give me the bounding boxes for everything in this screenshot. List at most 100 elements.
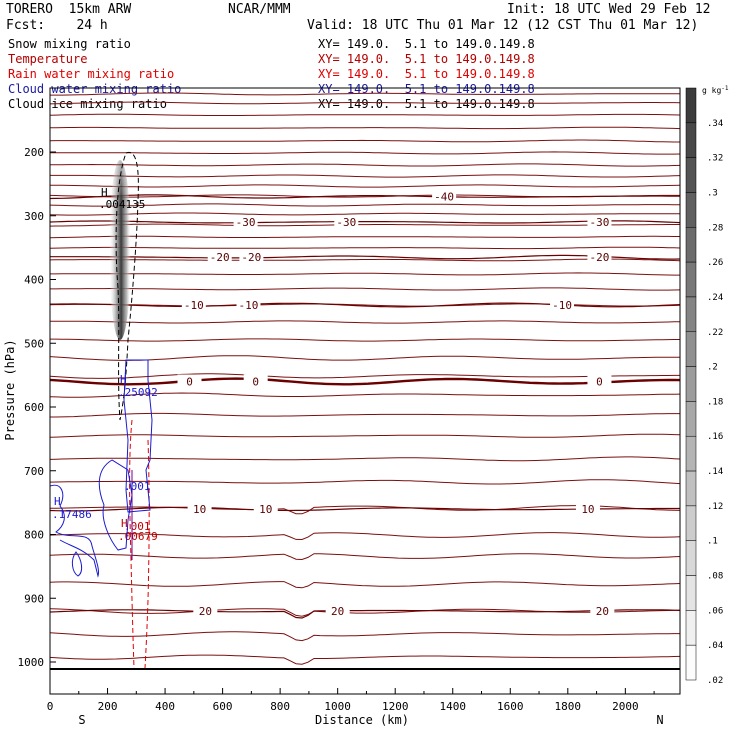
isotherm-label: 10	[259, 503, 272, 516]
isotherm-line	[50, 433, 680, 438]
colorbar-unit: g kg-1	[702, 85, 729, 95]
isotherm-label: -20	[590, 251, 610, 264]
field-name-temperature: Temperature	[8, 52, 88, 66]
isotherm-label-bg	[590, 604, 615, 617]
center-title: NCAR/MMM	[228, 2, 291, 17]
isotherm-line	[50, 212, 680, 216]
x-tick-label: 1000	[324, 700, 351, 713]
isotherm-label-bg	[187, 502, 212, 515]
isotherm-line	[50, 184, 680, 188]
isotherm-label: -30	[336, 216, 356, 229]
field-name-snow: Snow mixing ratio	[8, 37, 131, 51]
colorbar-segment	[685, 122, 697, 158]
cloud-water-contour	[71, 551, 83, 577]
isotherm-line	[50, 246, 680, 250]
isotherm-line	[50, 456, 680, 462]
isotherm-label-bg	[587, 374, 612, 388]
colorbar-segment	[685, 644, 697, 681]
x-tick-label: 1800	[555, 700, 582, 713]
isotherm-major-line	[50, 506, 680, 512]
isotherm-line	[50, 631, 680, 642]
snow-shading	[109, 160, 132, 340]
colorbar-segment	[685, 366, 697, 402]
cloud-water-contour	[123, 359, 153, 513]
cloud-water-contour	[50, 484, 99, 578]
isotherm-line	[50, 101, 680, 105]
rain-contour-label: .001	[124, 520, 151, 533]
colorbar: .34 .32 .3 .28 .26 .24 .22 .2 .18 .16 .14 .12 .1 .08.…	[685, 87, 723, 686]
x-tick-label: 1200	[382, 700, 409, 713]
isotherm-label: 0	[252, 376, 259, 389]
isotherm-label-bg	[587, 215, 612, 229]
isotherm-label-bg	[325, 604, 350, 617]
colorbar-tick-label: .1	[707, 537, 718, 547]
isotherm-label-bg	[233, 215, 258, 229]
colorbar-tick-label: .04	[707, 641, 723, 651]
cloud-water-low-value: .17486	[52, 508, 92, 521]
colorbar-tick-label: .14	[707, 467, 723, 477]
isotherm-major-line	[50, 220, 680, 224]
colorbar-tick-label: .22	[707, 328, 723, 338]
field-name-rain: Rain water mixing ratio	[8, 67, 175, 81]
colorbar-segment	[685, 505, 697, 541]
isotherm-label: -10	[184, 299, 204, 312]
rain-contour	[129, 419, 135, 669]
isotherm-label-bg	[236, 298, 261, 311]
isotherm-label: -40	[434, 191, 454, 204]
isotherm-label: -20	[241, 251, 261, 264]
y-tick-label: 900	[24, 592, 44, 605]
colorbar-tick-label: .18	[707, 397, 723, 407]
init-time: Init: 18 UTC Wed 29 Feb 12	[507, 2, 711, 17]
isotherm-line	[50, 163, 680, 167]
rain-max-value: .00679	[118, 530, 158, 543]
isotherm-major-line	[50, 302, 680, 308]
x-tick-label: 200	[98, 700, 118, 713]
isotherm-line	[50, 392, 680, 398]
y-tick-label: 700	[24, 465, 44, 478]
colorbar-tick-label: .32	[707, 154, 723, 164]
colorbar-tick-label: .28	[707, 223, 723, 233]
isotherm-label-bg	[243, 374, 268, 388]
colorbar-segment	[685, 192, 697, 228]
colorbar-segment	[685, 470, 697, 507]
isotherm-major-line	[50, 377, 680, 386]
colorbar-segment	[685, 401, 697, 437]
field-name-cloud-water: Cloud water mixing ratio	[8, 82, 182, 96]
isotherm-line	[50, 151, 680, 155]
colorbar-segment	[685, 435, 697, 472]
isotherm-label-bg	[432, 189, 457, 203]
isotherm-label: 0	[186, 376, 193, 389]
colorbar-segment	[685, 157, 697, 193]
isotherm-label: 10	[193, 503, 206, 516]
cloud-water-contour-label: .001	[124, 480, 151, 493]
isotherm-label: -10	[239, 299, 259, 312]
y-tick-label: 400	[24, 274, 44, 287]
model-title: TORERO 15km ARW	[6, 2, 132, 17]
colorbar-segment	[685, 540, 697, 576]
field-xy-rain: XY= 149.0. 5.1 to 149.0.149.8	[318, 67, 535, 81]
isotherm-label-bg	[253, 502, 278, 515]
isotherm-label-bg	[193, 604, 218, 617]
colorbar-segment	[685, 575, 697, 611]
x-tick-label: 800	[270, 700, 290, 713]
isotherm-major-line	[50, 194, 680, 200]
snow-max-marker: H	[101, 186, 108, 199]
isotherm-line	[50, 303, 680, 307]
y-tick-label: 600	[24, 401, 44, 414]
isotherm-line	[50, 287, 680, 291]
colorbar-tick-label: .24	[707, 293, 723, 303]
colorbar-tick-label: .16	[707, 432, 723, 442]
x-axis-label: Distance (km)	[315, 713, 409, 727]
field-xy-cloud-water: XY= 149.0. 5.1 to 149.0.149.8	[318, 82, 535, 96]
y-axis-label: Pressure (hPa)	[3, 339, 17, 440]
x-tick-label: 1400	[439, 700, 466, 713]
field-xy-snow: XY= 149.0. 5.1 to 149.0.149.8	[318, 37, 535, 51]
y-tick-label: 1000	[18, 656, 45, 669]
cloud-water-low-marker: H	[54, 495, 61, 508]
forecast-hour: Fcst: 24 h	[6, 18, 108, 33]
cloud-water-contour	[98, 459, 133, 551]
isotherm-line	[50, 258, 680, 262]
colorbar-segment	[685, 331, 697, 367]
isotherm-label: 20	[596, 605, 609, 618]
